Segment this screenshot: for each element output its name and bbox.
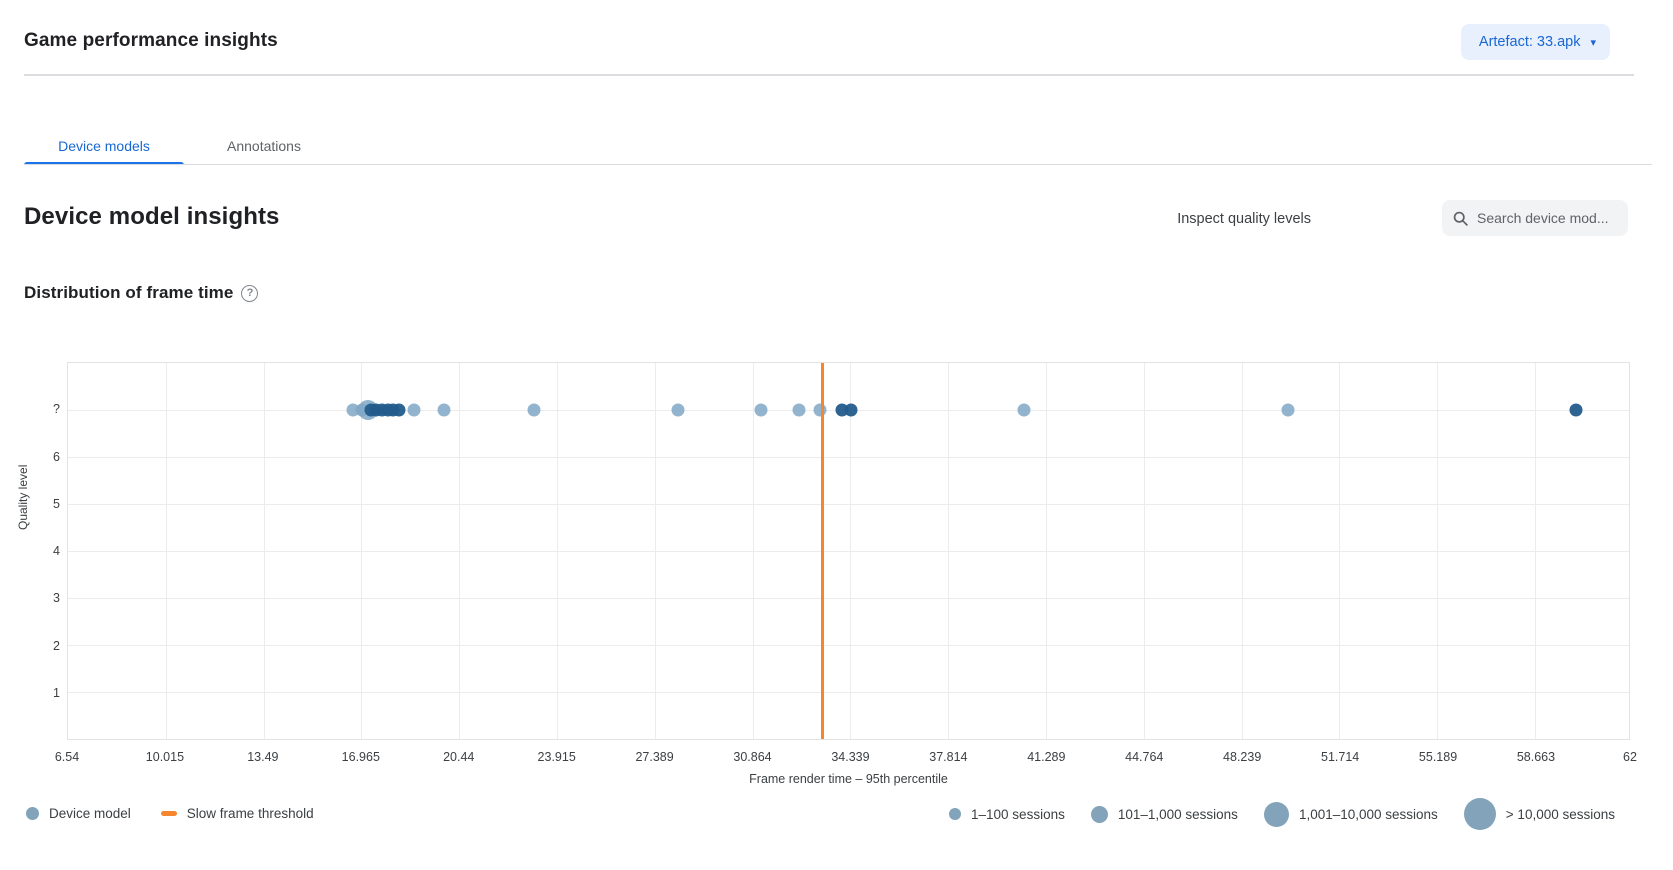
device-model-search[interactable] (1442, 200, 1628, 236)
size-legend-label-4: > 10,000 sessions (1505, 806, 1615, 822)
y-axis-labels: ? 6 5 4 3 2 1 (0, 362, 60, 740)
x-tick-label: 23.915 (537, 750, 576, 764)
legend-device-model-label: Device model (49, 806, 131, 821)
size-legend-item-3: 1,001–10,000 sessions (1263, 801, 1438, 827)
horizontal-gridline (68, 598, 1629, 599)
header-divider (24, 74, 1634, 76)
size-legend: 1–100 sessions 101–1,000 sessions 1,001–… (949, 792, 1615, 836)
x-tick-label: 34.339 (831, 750, 870, 764)
data-point[interactable] (1569, 403, 1583, 417)
y-tick-label: ? (53, 402, 60, 417)
x-tick-label: 62 (1623, 750, 1637, 764)
x-tick-label: 44.764 (1125, 750, 1164, 764)
tab-annotations-label: Annotations (227, 138, 301, 154)
search-input[interactable] (1477, 210, 1618, 226)
y-tick-label: 1 (53, 685, 60, 700)
horizontal-gridline (68, 645, 1629, 646)
x-tick-label: 27.389 (635, 750, 674, 764)
data-point[interactable] (407, 403, 421, 417)
size-legend-label-1: 1–100 sessions (971, 806, 1065, 822)
x-tick-label: 51.714 (1320, 750, 1360, 764)
data-point[interactable] (754, 403, 768, 417)
y-tick-label: 4 (53, 544, 60, 558)
data-point[interactable] (813, 403, 827, 417)
inspect-quality-levels-link[interactable]: Inspect quality levels (1177, 211, 1311, 227)
x-tick-label: 37.814 (929, 750, 968, 764)
chevron-down-icon: ▾ (1590, 36, 1596, 49)
horizontal-gridline (68, 504, 1629, 505)
slow-frame-threshold-line (821, 363, 825, 739)
x-axis-labels: 6.54 10.015 13.49 16.965 20.44 23.915 27.389 30… (55, 750, 1637, 766)
chart-title: Distribution of frame time (24, 283, 234, 302)
data-point[interactable] (1281, 403, 1295, 417)
search-icon (1452, 210, 1469, 227)
horizontal-gridline (68, 457, 1629, 458)
size-legend-label-3: 1,001–10,000 sessions (1298, 806, 1438, 822)
device-model-dot-icon (26, 807, 39, 820)
tab-annotations[interactable]: Annotations (184, 128, 344, 164)
y-tick-label: 3 (53, 591, 60, 606)
x-tick-label: 13.49 (247, 750, 279, 764)
size-dot-medium-icon (1090, 805, 1108, 823)
artefact-selector-button[interactable]: Artefact: 33.apk ▾ (1460, 24, 1610, 60)
section-title: Device model insights (24, 203, 280, 230)
size-legend-item-1: 1–100 sessions (949, 807, 1065, 822)
x-tick-label: 16.965 (341, 750, 380, 764)
legend-slow-frame-threshold: Slow frame threshold (160, 806, 314, 821)
data-point[interactable] (346, 403, 360, 417)
data-point[interactable] (671, 403, 685, 417)
size-legend-label-2: 101–1,000 sessions (1117, 806, 1238, 822)
horizontal-gridline (68, 551, 1629, 552)
x-tick-label: 10.015 (145, 750, 185, 764)
x-tick-label: 55.189 (1418, 750, 1458, 764)
legend-threshold-label: Slow frame threshold (186, 806, 314, 821)
artefact-selector-label: Artefact: 33.apk (1478, 34, 1581, 50)
horizontal-gridline (68, 692, 1629, 693)
size-dot-xlarge-icon (1463, 798, 1496, 830)
x-tick-label: 41.289 (1027, 750, 1066, 764)
data-point[interactable] (527, 403, 541, 417)
size-legend-item-2: 101–1,000 sessions (1090, 805, 1238, 823)
size-dot-small-icon (949, 808, 962, 820)
x-axis-title: Frame render time – 95th percentile (749, 772, 948, 786)
data-point[interactable] (437, 403, 451, 417)
help-icon[interactable]: ? (241, 284, 259, 302)
data-point[interactable] (392, 403, 406, 417)
size-legend-item-4: > 10,000 sessions (1463, 798, 1615, 830)
plot-area (67, 362, 1630, 740)
x-tick-label: 20.44 (443, 750, 475, 764)
tab-bar: Device models Annotations (24, 128, 344, 165)
data-point[interactable] (1017, 403, 1031, 417)
data-point[interactable] (844, 403, 858, 417)
x-tick-label: 48.239 (1223, 750, 1262, 764)
chart-legend: Device model Slow frame threshold (26, 806, 314, 821)
y-tick-label: 5 (53, 496, 60, 511)
x-tick-label: 6.54 (54, 750, 80, 764)
size-dot-large-icon (1263, 801, 1289, 827)
tab-device-models[interactable]: Device models (24, 128, 184, 165)
legend-device-model: Device model (26, 806, 131, 821)
y-tick-label: 6 (53, 449, 60, 464)
x-tick-label: 30.864 (733, 750, 772, 764)
page-title: Game performance insights (24, 30, 278, 51)
tab-device-models-label: Device models (58, 138, 150, 154)
x-tick-label: 58.663 (1516, 750, 1556, 764)
tab-bar-divider (24, 164, 1652, 165)
y-tick-label: 2 (53, 638, 60, 653)
threshold-dash-icon (160, 811, 177, 816)
data-point[interactable] (792, 403, 806, 417)
